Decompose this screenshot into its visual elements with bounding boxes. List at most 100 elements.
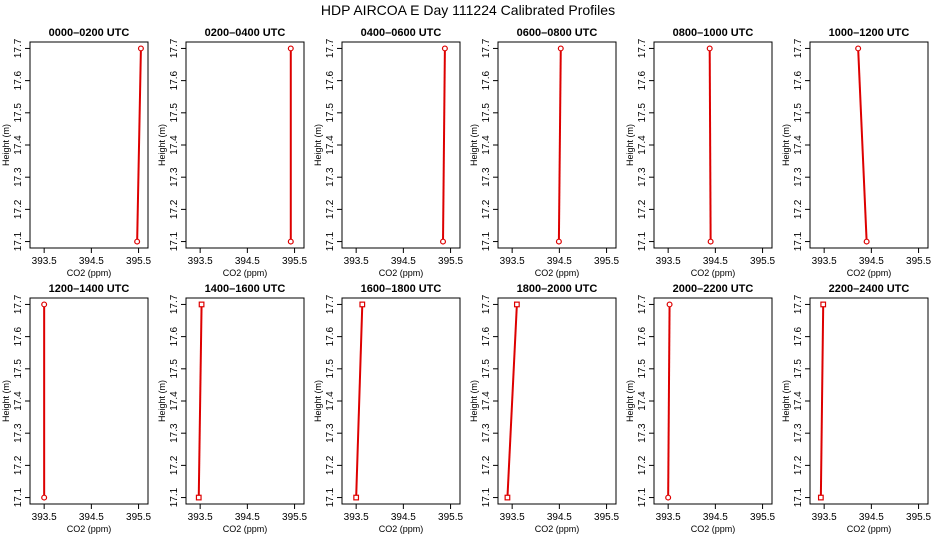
y-tick-label: 17.5 [169,103,180,123]
x-tick-label: 393.5 [812,256,837,267]
data-point [666,301,673,308]
plot-frame [497,41,617,249]
y-tick-label: 17.6 [481,70,492,90]
y-tick-label: 17.1 [169,231,180,251]
y-tick-label: 17.3 [637,423,648,443]
profile-line [355,304,364,498]
chart-panel-3: 0400–0600 UTC 393.5 394.5 395.5 CO2 (ppm) 17.… [313,27,464,278]
x-tick-label: 393.5 [656,256,681,267]
x-axis-label: CO2 (ppm) [691,268,736,278]
data-point [863,238,870,245]
y-tick-label: 17.1 [325,487,336,507]
data-point [134,238,141,245]
x-tick-label: 393.5 [32,512,57,523]
y-tick-label: 17.3 [13,423,24,443]
plot-frame [185,41,305,249]
y-tick-label: 17.6 [13,326,24,346]
x-axis-label: CO2 (ppm) [847,268,892,278]
chart-panel-4: 0600–0800 UTC 393.5 394.5 395.5 CO2 (ppm) 17.… [469,27,620,278]
y-tick-label: 17.7 [169,294,180,314]
data-point [706,45,713,52]
x-tick-label: 395.5 [594,256,619,267]
y-tick-label: 17.3 [481,423,492,443]
y-tick-label: 17.4 [13,135,24,155]
x-tick-label: 395.5 [750,512,775,523]
data-point [198,301,205,308]
chart-panel-12: 2200–2400 UTC 393.5 394.5 395.5 CO2 (ppm) 17.… [781,283,932,534]
y-tick-label: 17.3 [793,167,804,187]
data-point [817,494,824,501]
data-point [440,238,447,245]
x-tick-label: 393.5 [32,256,57,267]
x-tick-label: 394.5 [235,256,260,267]
y-axis-label: Height (m) [157,380,167,422]
y-tick-label: 17.1 [481,487,492,507]
x-tick-label: 393.5 [344,512,369,523]
y-tick-label: 17.5 [793,103,804,123]
x-tick-label: 394.5 [391,256,416,267]
x-tick-label: 395.5 [906,256,931,267]
y-tick-label: 17.7 [325,38,336,58]
profile-line [197,304,203,498]
y-axis-label: Height (m) [781,380,791,422]
profile-line [557,48,562,242]
page-title: HDP AIRCOA E Day 111224 Calibrated Profi… [320,2,616,18]
x-tick-label: 394.5 [79,256,104,267]
y-tick-label: 17.1 [13,231,24,251]
plot-frame [653,297,773,505]
y-tick-label: 17.2 [793,199,804,219]
y-axis-label: Height (m) [157,124,167,166]
x-tick-label: 395.5 [282,512,307,523]
data-point [555,238,562,245]
chart-title: 0800–1000 UTC [673,27,754,39]
y-tick-label: 17.3 [325,423,336,443]
y-axis-label: Height (m) [313,380,323,422]
data-point [665,494,672,501]
y-tick-label: 17.3 [169,423,180,443]
data-point [287,45,294,52]
chart-title: 0000–0200 UTC [49,27,130,39]
chart-panel-7: 1200–1400 UTC 393.5 394.5 395.5 CO2 (ppm) 17.… [1,283,152,534]
x-tick-label: 394.5 [235,512,260,523]
y-tick-label: 17.2 [637,199,648,219]
y-tick-label: 17.3 [481,167,492,187]
y-axis-label: Height (m) [625,124,635,166]
y-tick-label: 17.7 [481,38,492,58]
chart-title: 1800–2000 UTC [517,283,598,295]
chart-panel-11: 2000–2200 UTC 393.5 394.5 395.5 CO2 (ppm) 17.… [625,283,776,534]
data-point [504,494,511,501]
x-axis-label: CO2 (ppm) [535,268,580,278]
chart-title: 0400–0600 UTC [361,27,442,39]
y-tick-label: 17.1 [637,487,648,507]
y-tick-label: 17.2 [481,455,492,475]
y-tick-label: 17.6 [793,70,804,90]
y-tick-label: 17.5 [13,103,24,123]
plot-frame [653,41,773,249]
x-tick-label: 394.5 [391,512,416,523]
y-tick-label: 17.7 [481,294,492,314]
chart-title: 0600–0800 UTC [517,27,598,39]
y-tick-label: 17.3 [13,167,24,187]
y-tick-label: 17.4 [793,391,804,411]
x-axis-label: CO2 (ppm) [535,524,580,534]
x-axis-label: CO2 (ppm) [691,524,736,534]
data-point [137,45,144,52]
y-tick-label: 17.2 [793,455,804,475]
chart-title: 0200–0400 UTC [205,27,286,39]
y-tick-label: 17.2 [13,455,24,475]
y-axis-label: Height (m) [469,124,479,166]
y-tick-label: 17.2 [169,455,180,475]
y-tick-label: 17.1 [169,487,180,507]
plot-frame [29,297,149,505]
chart-title: 1200–1400 UTC [49,283,130,295]
chart-panel-2: 0200–0400 UTC 393.5 394.5 395.5 CO2 (ppm) 17.… [157,27,308,278]
profile-line [442,48,446,242]
chart-panel-1: 0000–0200 UTC 393.5 394.5 395.5 CO2 (ppm) 17.… [1,27,152,278]
x-tick-label: 395.5 [126,256,151,267]
y-tick-label: 17.7 [793,294,804,314]
profile-line [819,304,825,498]
y-tick-label: 17.4 [325,391,336,411]
y-tick-label: 17.3 [169,167,180,187]
x-tick-label: 395.5 [126,512,151,523]
